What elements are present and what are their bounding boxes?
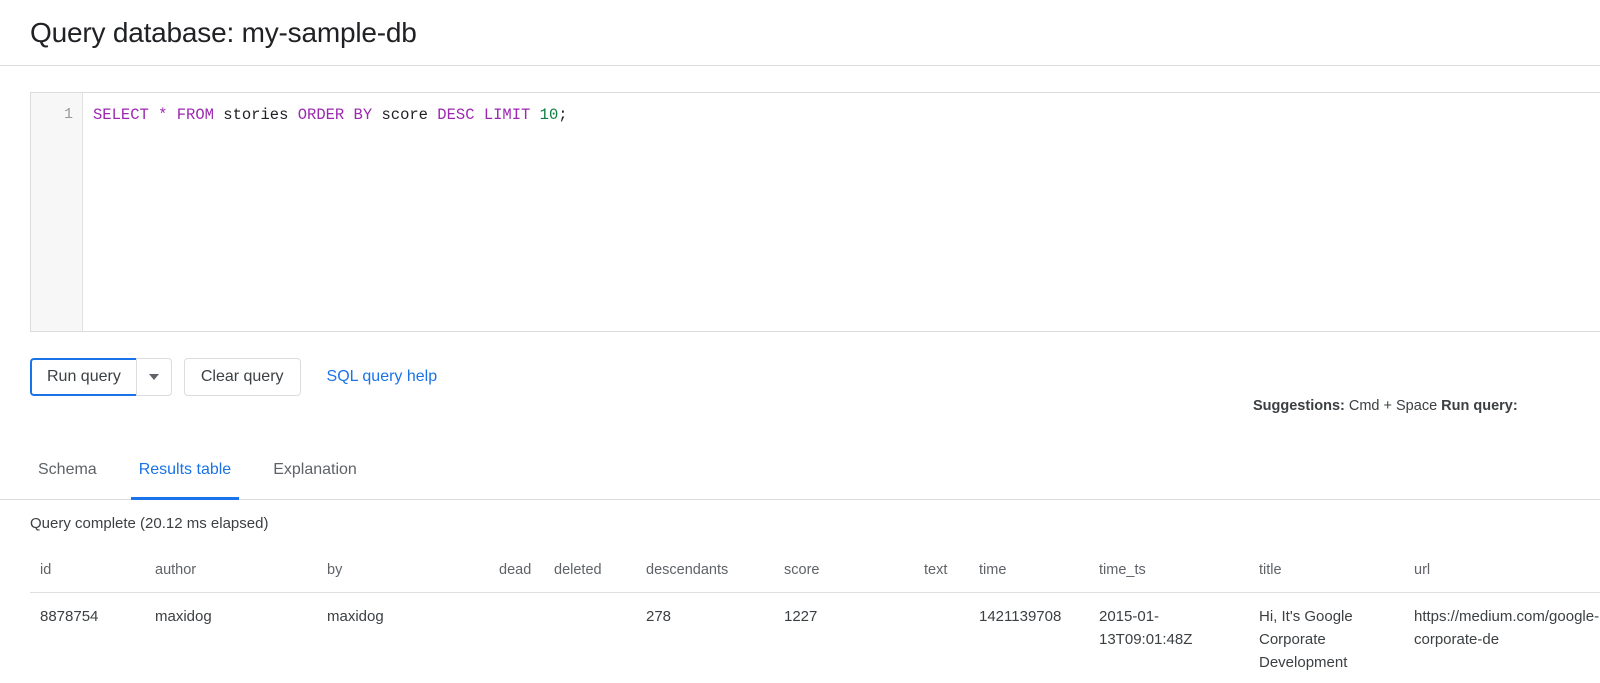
page-header: Query database: my-sample-db xyxy=(0,0,1600,66)
sql-query-help-link[interactable]: SQL query help xyxy=(326,368,438,385)
editor-code-area[interactable]: SELECT * FROM stories ORDER BY score DES… xyxy=(83,93,1600,331)
column-header-score[interactable]: score xyxy=(774,556,914,593)
column-header-deleted[interactable]: deleted xyxy=(544,556,636,593)
column-header-author[interactable]: author xyxy=(145,556,317,593)
column-header-time-ts[interactable]: time_ts xyxy=(1089,556,1249,593)
table-row: 8878754 maxidog maxidog 278 1227 1421139… xyxy=(30,592,1600,683)
sql-token-op: * xyxy=(158,106,168,124)
sql-token-plain xyxy=(344,106,353,124)
table-header-row: id author by dead deleted descendants sc… xyxy=(30,556,1600,593)
suggestions-prefix: Suggestions: xyxy=(1253,398,1345,414)
sql-token-plain xyxy=(428,106,437,124)
cell-dead xyxy=(489,592,544,683)
cell-score: 1227 xyxy=(774,592,914,683)
page-title: Query database: my-sample-db xyxy=(30,16,417,48)
column-header-url[interactable]: url xyxy=(1404,556,1600,593)
cell-id: 8878754 xyxy=(30,592,145,683)
sql-token-plain xyxy=(530,106,539,124)
tab-explanation[interactable]: Explanation xyxy=(273,461,357,478)
cell-time: 1421139708 xyxy=(969,592,1089,683)
column-header-dead[interactable]: dead xyxy=(489,556,544,593)
results-tabs: Schema Results table Explanation xyxy=(0,456,1600,500)
suggestions-action-label: Run query: xyxy=(1441,398,1518,414)
results-table-body: 8878754 maxidog maxidog 278 1227 1421139… xyxy=(30,592,1600,683)
sql-token-kw: FROM xyxy=(176,106,214,124)
column-header-by[interactable]: by xyxy=(317,556,489,593)
run-query-dropdown-button[interactable] xyxy=(135,358,172,396)
sql-token-kw: LIMIT xyxy=(483,106,531,124)
cell-deleted xyxy=(544,592,636,683)
sql-token-kw: ORDER xyxy=(297,106,345,124)
column-header-id[interactable]: id xyxy=(30,556,145,593)
column-header-time[interactable]: time xyxy=(969,556,1089,593)
column-header-title[interactable]: title xyxy=(1249,556,1404,593)
editor-gutter: 1 xyxy=(31,93,83,331)
sql-token-kw: BY xyxy=(353,106,373,124)
query-action-bar: Run query Clear query SQL query help xyxy=(30,358,437,396)
cell-title: Hi, It's Google Corporate Development xyxy=(1249,592,1404,683)
results-table: id author by dead deleted descendants sc… xyxy=(30,556,1600,683)
sql-token-plain xyxy=(475,106,484,124)
chevron-down-icon xyxy=(148,374,159,380)
sql-token-plain xyxy=(149,106,158,124)
sql-token-kw: SELECT xyxy=(93,106,149,124)
tab-results-table[interactable]: Results table xyxy=(130,456,240,500)
run-query-split-button: Run query xyxy=(30,358,172,396)
sql-query-line: SELECT * FROM stories ORDER BY score DES… xyxy=(93,104,1600,126)
sql-token-punct: ; xyxy=(558,106,568,124)
cell-text xyxy=(914,592,969,683)
results-table-container: id author by dead deleted descendants sc… xyxy=(30,556,1600,683)
sql-token-kw: DESC xyxy=(437,106,475,124)
cell-author: maxidog xyxy=(145,592,317,683)
line-number: 1 xyxy=(63,106,73,123)
sql-token-num: 10 xyxy=(539,106,559,124)
sql-token-plain xyxy=(214,106,223,124)
tab-schema[interactable]: Schema xyxy=(38,461,97,478)
sql-editor[interactable]: 1 SELECT * FROM stories ORDER BY score D… xyxy=(30,92,1600,332)
sql-token-plain xyxy=(167,106,176,124)
sql-token-plain xyxy=(288,106,297,124)
cell-descendants: 278 xyxy=(636,592,774,683)
run-query-button[interactable]: Run query xyxy=(30,358,136,396)
cell-time-ts: 2015-01-13T09:01:48Z xyxy=(1089,592,1249,683)
sql-token-id: stories xyxy=(223,106,289,124)
column-header-text[interactable]: text xyxy=(914,556,969,593)
query-status-text: Query complete (20.12 ms elapsed) xyxy=(30,515,269,532)
suggestions-bar: Suggestions: Cmd + Space Run query: xyxy=(1253,396,1518,416)
sql-token-id: score xyxy=(381,106,428,124)
cell-by: maxidog xyxy=(317,592,489,683)
clear-query-button[interactable]: Clear query xyxy=(183,358,301,396)
cell-url: https://medium.com/google-corporate-de xyxy=(1404,592,1600,683)
results-table-head: id author by dead deleted descendants sc… xyxy=(30,556,1600,593)
column-header-descendants[interactable]: descendants xyxy=(636,556,774,593)
suggestions-shortcut: Cmd + Space xyxy=(1348,398,1438,414)
